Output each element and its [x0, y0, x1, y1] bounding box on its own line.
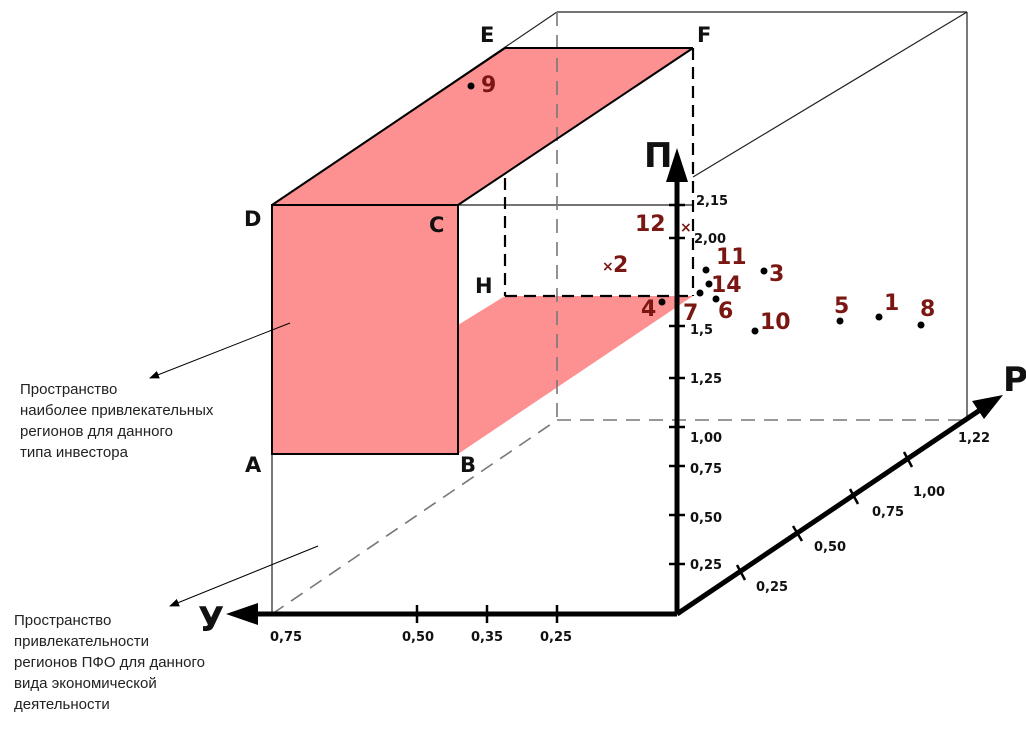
region-point-8	[917, 321, 925, 329]
region-label-10: 10	[760, 310, 791, 335]
horizontal-axis-arrowhead	[226, 603, 258, 625]
axis-title-right: Р	[1003, 360, 1026, 400]
region-marker-12: ×	[680, 220, 692, 236]
region-point-5	[836, 317, 844, 325]
highlight-top-face	[272, 48, 693, 205]
highlight-bottom-face	[458, 296, 693, 454]
region-space-note: Пространство привлекательности регионов …	[14, 612, 205, 713]
region-label-7: 7	[683, 301, 698, 326]
tick-label: 1,00	[913, 485, 945, 500]
region-label-4: 4	[641, 297, 656, 322]
tick-label: 0,50	[402, 630, 434, 645]
axis-title-vertical: П	[644, 136, 672, 176]
tick-label: 0,35	[471, 630, 503, 645]
region-label-2: 2	[613, 253, 628, 278]
region-label-6: 6	[718, 299, 733, 324]
tick-label: 0,50	[814, 540, 846, 555]
region-points: 9 × 12 × 2 11 3 14 4 7 6 10 5 1 8	[467, 73, 935, 335]
vertical-axis-ticks	[669, 203, 685, 566]
tick-label: 2,15	[696, 194, 728, 209]
hidden-edges	[271, 12, 967, 615]
region-point-10	[751, 327, 759, 335]
vertex-label-b: B	[460, 453, 476, 477]
tick-label: 0,75	[872, 505, 904, 520]
tick-label: 0,75	[270, 630, 302, 645]
highlight-box-edges	[271, 47, 694, 455]
region-label-5: 5	[834, 294, 849, 319]
vertex-label-d: D	[244, 207, 261, 231]
tick-label: 1,5	[690, 323, 713, 338]
diagonal-axis-ticks	[735, 451, 914, 581]
region-point-3	[760, 267, 768, 275]
vertex-label-f: F	[697, 23, 711, 47]
vertex-label-e: E	[480, 23, 494, 47]
vertex-label-h: H	[475, 274, 493, 298]
region-point-14	[705, 280, 713, 288]
vertex-label-c: C	[429, 213, 444, 237]
tick-label: 1,22	[958, 431, 990, 446]
region-label-11: 11	[716, 245, 747, 270]
tick-label: 1,25	[690, 372, 722, 387]
highlight-box-dashed-edges	[503, 48, 695, 298]
region-point-9	[467, 82, 475, 90]
tick-label: 0,75	[690, 462, 722, 477]
region-point-1	[875, 313, 883, 321]
diagonal-axis	[675, 405, 985, 617]
pointer-arrow-lower	[169, 545, 319, 607]
region-label-3: 3	[769, 262, 784, 287]
horizontal-axis-ticks	[415, 605, 559, 623]
tick-label: 0,25	[690, 558, 722, 573]
tick-label: 1,00	[690, 431, 722, 446]
tick-label: 0,25	[756, 580, 788, 595]
region-label-9: 9	[481, 73, 496, 98]
diagonal-axis-arrowhead	[972, 395, 1003, 419]
region-point-6	[712, 295, 720, 303]
tick-label: 2,00	[694, 232, 726, 247]
tick-label: 0,25	[540, 630, 572, 645]
highlight-front-face	[272, 205, 458, 454]
region-point-11	[702, 266, 710, 274]
region-label-12: 12	[635, 212, 666, 237]
region-marker-2: ×	[602, 259, 614, 275]
region-label-8: 8	[920, 297, 935, 322]
tick-label: 0,50	[690, 511, 722, 526]
vertical-axis-arrowhead	[666, 148, 688, 182]
region-point-7	[696, 289, 704, 297]
region-label-1: 1	[884, 291, 899, 316]
axis-title-left: У	[198, 600, 224, 640]
attractive-space-note: Пространство наиболее привлекательных ре…	[20, 381, 214, 461]
vertex-label-a: A	[245, 453, 262, 477]
pointer-arrow-upper	[149, 322, 291, 379]
region-point-4	[658, 298, 666, 306]
region-label-14: 14	[711, 273, 742, 298]
